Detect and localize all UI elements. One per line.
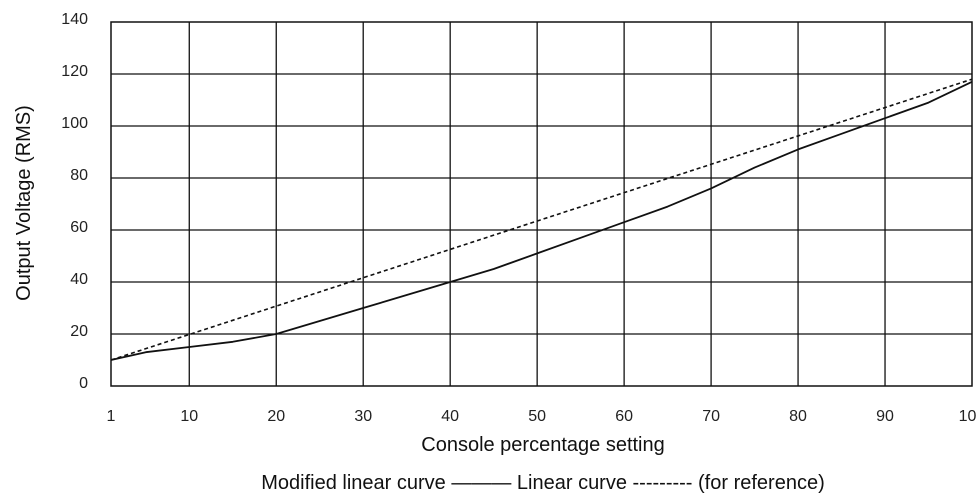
x-tick-label: 30 [354, 408, 372, 425]
y-axis-label: Output Voltage (RMS) [13, 105, 35, 301]
plot-border [110, 21, 973, 387]
x-tick-label: 1 [107, 408, 116, 425]
y-tick-label: 20 [70, 323, 88, 340]
legend: Modified linear curve ——— Linear curve -… [261, 472, 824, 494]
y-tick-label: 100 [61, 115, 88, 132]
y-tick-label: 140 [61, 11, 88, 28]
x-axis-label: Console percentage setting [421, 434, 665, 456]
x-tick-label: 80 [789, 408, 807, 425]
series-layer [110, 78, 973, 361]
y-tick-labels: 0 20 40 60 80 100 120 140 [61, 11, 88, 392]
x-tick-label: 100 [959, 408, 977, 425]
y-tick-label: 120 [61, 63, 88, 80]
x-tick-labels: 1 10 20 30 40 50 60 70 80 90 100 [107, 408, 977, 425]
x-tick-label: 60 [615, 408, 633, 425]
y-tick-label: 0 [79, 375, 88, 392]
y-tick-label: 80 [70, 167, 88, 184]
x-tick-label: 40 [441, 408, 459, 425]
x-tick-label: 70 [702, 408, 720, 425]
y-tick-label: 60 [70, 219, 88, 236]
x-tick-label: 20 [267, 408, 285, 425]
x-tick-label: 10 [180, 408, 198, 425]
grid [110, 21, 973, 387]
linear-reference-line [110, 78, 973, 361]
y-tick-label: 40 [70, 271, 88, 288]
x-tick-label: 50 [528, 408, 546, 425]
modified-linear-line [110, 80, 973, 361]
x-tick-label: 90 [876, 408, 894, 425]
